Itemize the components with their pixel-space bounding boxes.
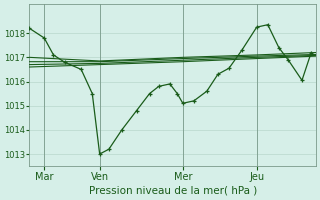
X-axis label: Pression niveau de la mer( hPa ): Pression niveau de la mer( hPa ) [89,186,257,196]
